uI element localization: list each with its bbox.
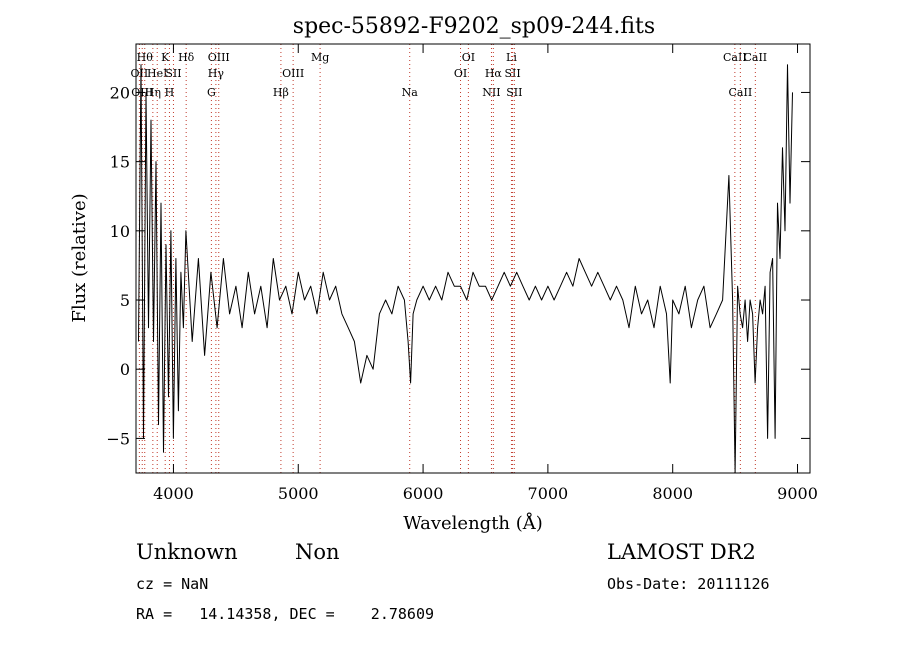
spectral-line-label: H <box>165 86 175 99</box>
spectral-line-label: NII <box>482 86 500 99</box>
object-subclass: Non <box>295 540 340 564</box>
plot-frame <box>135 43 811 474</box>
spectral-line-label: G <box>207 86 216 99</box>
spectral-line-label: OI <box>454 67 467 80</box>
x-tick-label: 7000 <box>528 484 569 503</box>
x-axis-label: Wavelength (Å) <box>403 512 543 534</box>
x-tick-label: 5000 <box>278 484 319 503</box>
y-tick-label: 20 <box>110 83 130 102</box>
y-tick-label: −5 <box>106 429 130 448</box>
spectral-line-label: Li <box>506 51 517 64</box>
axis-ticks: 4000 5000 6000 7000 8000 9000 −5 0 5 10 15 20 <box>106 44 818 503</box>
spectral-line-label: Hδ <box>178 51 195 64</box>
chart-title: spec-55892-F9202_sp09-244.fits <box>293 14 655 39</box>
x-tick-label: 6000 <box>403 484 444 503</box>
spectral-line-label: OII <box>131 67 149 80</box>
spectral-line-label: SII <box>504 67 520 80</box>
spectrum-line <box>138 64 793 474</box>
x-tick-label: 8000 <box>652 484 693 503</box>
survey-name: LAMOST DR2 <box>607 540 756 564</box>
y-tick-label: 10 <box>110 222 130 241</box>
spectral-line-markers: OIIOIIIHθHηHeIKHSIIHδGHγOIIIHβOIIIMgNaOI… <box>131 44 767 473</box>
spectral-line-label: K <box>161 51 170 64</box>
spectral-line-label: Hα <box>485 67 503 80</box>
spectral-line-label: Na <box>402 86 419 99</box>
spectral-line-label: Mg <box>311 51 329 64</box>
y-axis-label: Flux (relative) <box>69 193 90 322</box>
coordinates-text: RA = 14.14358, DEC = 2.78609 <box>136 605 434 623</box>
spectral-line-label: OIII <box>208 51 230 64</box>
y-tick-label: 15 <box>110 153 130 172</box>
spectral-line-label: Hγ <box>208 67 225 80</box>
spectral-line-label: OI <box>462 51 475 64</box>
redshift-text: cz = NaN <box>136 575 208 593</box>
spectral-line-label: CaII <box>729 86 753 99</box>
obs-date: Obs-Date: 20111126 <box>607 575 770 593</box>
spectral-line-label: SII <box>165 67 181 80</box>
y-tick-label: 0 <box>120 360 130 379</box>
spectrum-series <box>138 64 793 474</box>
spectral-line-label: CaII <box>743 51 767 64</box>
spectral-line-label: Hβ <box>273 86 289 99</box>
spectral-line-label: HeI <box>147 67 167 80</box>
x-tick-label: 4000 <box>153 484 194 503</box>
spectral-line-label: OIII <box>282 67 304 80</box>
spectral-line-label: Hη <box>145 86 161 99</box>
object-class: Unknown <box>136 540 238 564</box>
y-tick-label: 5 <box>120 291 130 310</box>
spectral-line-label: SII <box>506 86 522 99</box>
spectral-line-label: Hθ <box>137 51 154 64</box>
x-tick-label: 9000 <box>777 484 818 503</box>
